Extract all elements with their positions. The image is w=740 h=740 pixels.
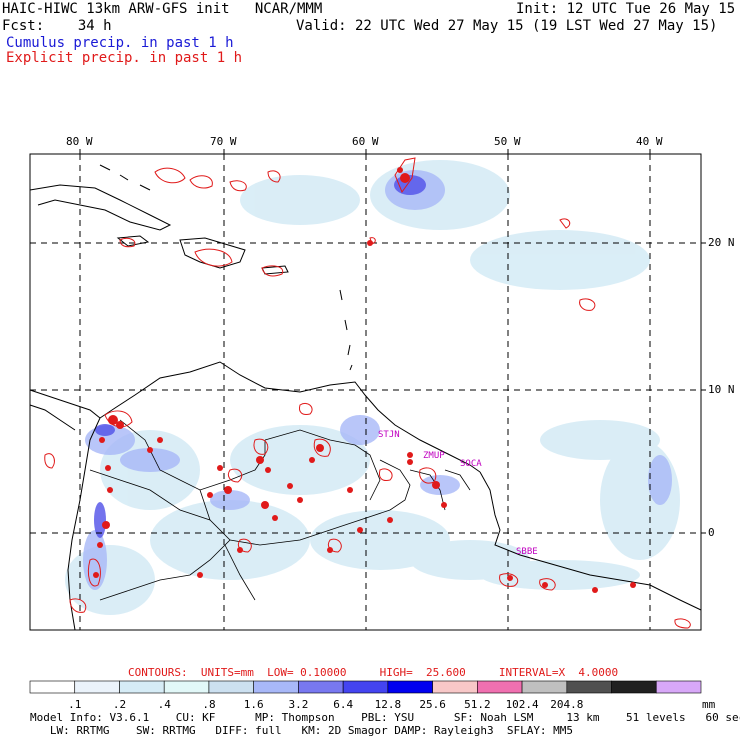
color-bar-cell — [387, 680, 433, 694]
coastlines — [29, 164, 702, 631]
color-bar-cell — [163, 680, 210, 694]
pacific-coast — [67, 417, 101, 631]
model-info-line2: LW: RRTMG SW: RRTMG DIFF: full KM: 2D Sm… — [30, 724, 574, 737]
lesser-antilles — [339, 289, 353, 371]
color-bar-cell — [298, 680, 344, 694]
explicit-legend: Explicit precip. in past 1 h — [6, 50, 243, 66]
station-label: SOCA — [460, 459, 482, 469]
color-bar-tick-label: 6.4 — [333, 698, 354, 711]
color-bar-tick-label: .1 — [68, 698, 82, 711]
color-bar-tick-label: 102.4 — [505, 698, 539, 711]
color-bar-cell — [253, 680, 299, 694]
station-label: STJN — [378, 430, 400, 440]
color-bar-tick-label: .2 — [112, 698, 127, 711]
lat-label-10n: 10 N — [708, 383, 735, 396]
graticule — [30, 154, 701, 630]
color-bar-tick-label: 25.6 — [419, 698, 446, 711]
cumulus-precip-light — [65, 160, 680, 615]
explicit-precip-contours — [44, 157, 691, 629]
cuba-coast — [29, 184, 172, 231]
lat-label-20n: 20 N — [708, 236, 735, 249]
south-america-north-coast — [99, 361, 481, 473]
brazil-coast — [479, 471, 702, 611]
color-bar-tick-label: 12.8 — [374, 698, 402, 711]
jamaica-coast — [116, 235, 150, 247]
color-bar-cell — [119, 680, 165, 694]
station-label: ZMUP — [423, 451, 445, 461]
cumulus-legend: Cumulus precip. in past 1 h — [6, 35, 234, 51]
color-bar-tick-label: 3.2 — [288, 698, 309, 711]
color-bar-cells — [29, 680, 702, 694]
color-bar-tick-label: .8 — [202, 698, 216, 711]
color-bar-cell — [29, 680, 76, 694]
color-bar-cell — [521, 680, 568, 694]
color-bar-tick-label: 204.8 — [550, 698, 584, 711]
init-time: Init: 12 UTC Tue 26 May 15 — [516, 1, 736, 17]
contours-info: CONTOURS: UNITS=mm LOW= 0.10000 HIGH= 25… — [128, 666, 619, 679]
station-label: SBBE — [516, 547, 538, 557]
central-america-coast — [29, 389, 101, 419]
color-bar-cell — [655, 680, 702, 694]
bahamas-coast — [99, 164, 151, 191]
panama-coast — [29, 404, 76, 431]
lon-label-70w: 70 W — [210, 135, 237, 148]
color-bar-unit: mm — [702, 698, 716, 711]
hispaniola-coast — [179, 237, 246, 269]
color-bar-cell — [432, 680, 478, 694]
color-bar-tick-label: 1.6 — [243, 698, 264, 711]
model-title: HAIC-HIWC 13km ARW-GFS init NCAR/MMM — [2, 1, 323, 17]
color-bar-tick-label: 51.2 — [464, 698, 491, 711]
lon-label-80w: 80 W — [66, 135, 93, 148]
valid-time: Valid: 22 UTC Wed 27 May 15 (19 LST Wed … — [296, 18, 718, 34]
explicit-precip-cells — [93, 167, 636, 593]
lon-label-40w: 40 W — [636, 135, 663, 148]
color-bar-cell — [611, 680, 657, 694]
lon-label-50w: 50 W — [494, 135, 521, 148]
country-borders — [89, 419, 471, 601]
model-info-line1: Model Info: V3.6.1 CU: KF MP: Thompson P… — [30, 711, 740, 724]
forecast-hour: Fcst: 34 h — [2, 18, 112, 34]
color-bar-cell — [342, 680, 389, 694]
color-bar-cell — [208, 680, 254, 694]
lon-label-60w: 60 W — [352, 135, 379, 148]
color-bar-cell — [477, 680, 523, 694]
color-bar-cell — [74, 680, 120, 694]
cumulus-precip-mid — [83, 170, 672, 590]
color-bar-cell — [566, 680, 612, 694]
map-ticks — [79, 149, 706, 534]
color-bar-tick-label: .4 — [157, 698, 171, 711]
lat-label-0: 0 — [708, 526, 715, 539]
